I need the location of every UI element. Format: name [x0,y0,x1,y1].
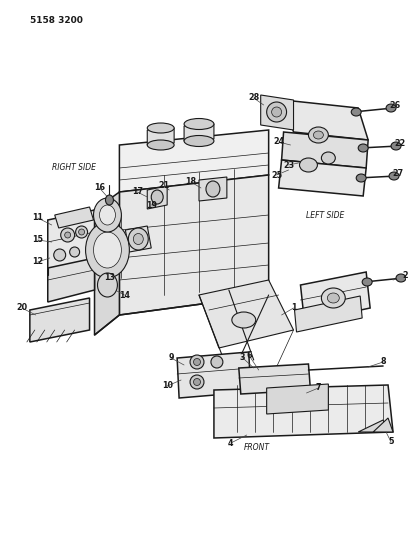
Text: 24: 24 [273,138,284,147]
Polygon shape [48,258,95,302]
Text: LEFT SIDE: LEFT SIDE [306,211,345,220]
Text: 28: 28 [248,93,259,102]
Ellipse shape [232,312,256,328]
Ellipse shape [184,135,214,147]
Text: 12: 12 [32,257,43,266]
Polygon shape [30,298,89,342]
Polygon shape [125,226,151,252]
Text: 5158 3200: 5158 3200 [30,16,83,25]
Ellipse shape [308,127,328,143]
Polygon shape [282,132,368,168]
Ellipse shape [389,172,399,180]
Polygon shape [95,192,120,335]
Text: 14: 14 [119,290,130,300]
Ellipse shape [65,232,71,238]
Ellipse shape [147,140,174,150]
Text: 17: 17 [132,188,143,197]
Ellipse shape [193,359,200,366]
Polygon shape [120,130,268,192]
Ellipse shape [54,249,66,261]
Ellipse shape [86,222,129,278]
Text: 27: 27 [392,169,404,179]
Polygon shape [295,296,362,332]
Text: 9: 9 [169,353,174,362]
Text: 18: 18 [186,177,197,187]
Text: 11: 11 [32,214,43,222]
Text: 26: 26 [390,101,401,109]
Text: 7: 7 [316,384,321,392]
Ellipse shape [98,273,118,297]
Polygon shape [239,364,310,394]
Ellipse shape [272,107,282,117]
Ellipse shape [358,144,368,152]
Ellipse shape [299,158,317,172]
Ellipse shape [147,123,174,133]
Text: 23: 23 [283,160,294,169]
Polygon shape [147,128,174,145]
Ellipse shape [184,118,214,130]
Ellipse shape [267,102,286,122]
Text: RIGHT SIDE: RIGHT SIDE [52,164,96,173]
Text: 5: 5 [388,438,394,447]
Ellipse shape [386,104,396,112]
Ellipse shape [322,288,345,308]
Polygon shape [184,124,214,141]
Ellipse shape [190,375,204,389]
Ellipse shape [106,195,113,205]
Text: 20: 20 [16,303,27,312]
Ellipse shape [322,152,335,164]
Ellipse shape [129,228,148,250]
Polygon shape [373,418,393,432]
Ellipse shape [391,142,401,150]
Text: 19: 19 [146,200,157,209]
Polygon shape [48,210,95,275]
Polygon shape [261,95,293,130]
Ellipse shape [356,174,366,182]
Polygon shape [147,186,167,209]
Polygon shape [358,420,388,432]
Ellipse shape [396,274,406,282]
Ellipse shape [100,205,115,225]
Ellipse shape [351,108,361,116]
Text: 22: 22 [395,139,406,148]
Polygon shape [199,280,293,348]
Ellipse shape [151,190,163,204]
Text: 3: 3 [239,352,244,361]
Polygon shape [55,207,93,228]
Polygon shape [279,160,366,196]
Text: 4: 4 [228,439,234,448]
Ellipse shape [206,181,220,197]
Text: 8: 8 [380,358,386,367]
Text: 15: 15 [32,236,43,245]
Ellipse shape [79,229,84,235]
Text: 1: 1 [291,303,296,312]
Ellipse shape [75,226,88,238]
Text: 2: 2 [402,271,408,280]
Text: 6: 6 [246,351,251,359]
Ellipse shape [193,378,200,385]
Text: 25: 25 [271,171,282,180]
Ellipse shape [93,198,122,232]
Ellipse shape [133,233,143,245]
Ellipse shape [190,355,204,369]
Ellipse shape [70,247,80,257]
Polygon shape [199,177,227,201]
Polygon shape [177,352,251,398]
Text: 16: 16 [94,183,105,192]
Text: FRONT: FRONT [244,443,270,453]
Ellipse shape [61,228,75,242]
Text: 13: 13 [104,273,115,282]
Text: 10: 10 [162,382,173,391]
Ellipse shape [211,356,223,368]
Ellipse shape [327,293,339,303]
Ellipse shape [93,232,122,268]
Polygon shape [284,100,368,140]
Ellipse shape [313,131,324,139]
Polygon shape [300,272,370,322]
Polygon shape [267,384,328,414]
Text: 21: 21 [159,182,170,190]
Ellipse shape [362,278,372,286]
Polygon shape [120,175,268,315]
Polygon shape [214,385,393,438]
